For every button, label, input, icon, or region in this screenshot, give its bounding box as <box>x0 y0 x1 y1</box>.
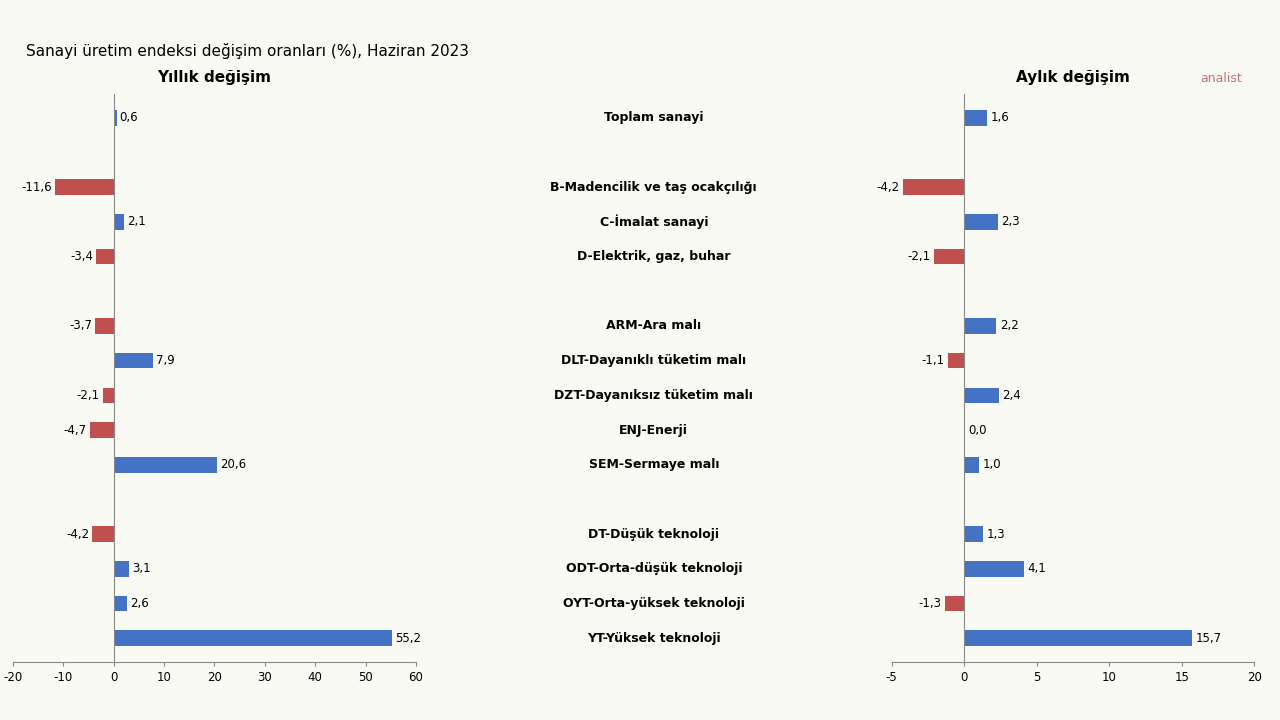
Text: 2,4: 2,4 <box>1002 389 1021 402</box>
Text: 7,9: 7,9 <box>156 354 175 367</box>
Text: ENJ-Enerji: ENJ-Enerji <box>620 423 689 436</box>
Bar <box>114 630 392 646</box>
Bar <box>114 561 129 577</box>
Text: -4,7: -4,7 <box>64 423 87 436</box>
Bar <box>964 630 1192 646</box>
Text: 3,1: 3,1 <box>132 562 151 575</box>
Bar <box>114 110 116 126</box>
Text: 20,6: 20,6 <box>220 458 247 471</box>
Bar <box>90 422 114 438</box>
Bar <box>964 457 979 472</box>
Bar <box>95 318 114 334</box>
Text: D-Elektrik, gaz, buhar: D-Elektrik, gaz, buhar <box>577 250 731 263</box>
Bar <box>948 353 964 369</box>
Bar <box>92 526 114 542</box>
Text: DT-Düşük teknoloji: DT-Düşük teknoloji <box>589 528 719 541</box>
Text: -3,4: -3,4 <box>70 250 93 263</box>
Text: 0,6: 0,6 <box>119 112 138 125</box>
Text: 15,7: 15,7 <box>1196 631 1221 644</box>
Text: ARM-Ara malı: ARM-Ara malı <box>607 320 701 333</box>
Title: Aylık değişim: Aylık değişim <box>1016 71 1130 86</box>
Bar <box>114 595 127 611</box>
Bar <box>114 214 124 230</box>
Bar <box>114 457 218 472</box>
Text: DLT-Dayanıklı tüketim malı: DLT-Dayanıklı tüketim malı <box>561 354 746 367</box>
Text: 1,6: 1,6 <box>991 112 1010 125</box>
Bar <box>55 179 114 195</box>
Text: -1,3: -1,3 <box>919 597 942 610</box>
Text: analist: analist <box>1199 72 1242 85</box>
Text: -3,7: -3,7 <box>69 320 92 333</box>
Text: Toplam sanayi: Toplam sanayi <box>604 112 704 125</box>
Bar <box>964 318 996 334</box>
Text: 2,2: 2,2 <box>1000 320 1019 333</box>
Text: C-İmalat sanayi: C-İmalat sanayi <box>599 215 708 229</box>
Bar <box>933 249 964 264</box>
Text: 2,6: 2,6 <box>129 597 148 610</box>
Text: YT-Yüksek teknoloji: YT-Yüksek teknoloji <box>588 631 721 644</box>
Bar <box>102 387 114 403</box>
Text: -2,1: -2,1 <box>908 250 931 263</box>
Text: Sanayi üretim endeksi değişim oranları (%), Haziran 2023: Sanayi üretim endeksi değişim oranları (… <box>26 43 468 59</box>
Text: -2,1: -2,1 <box>77 389 100 402</box>
Text: 1,3: 1,3 <box>987 528 1005 541</box>
Text: -11,6: -11,6 <box>22 181 52 194</box>
Bar <box>964 110 987 126</box>
Text: 1,0: 1,0 <box>982 458 1001 471</box>
Text: -1,1: -1,1 <box>922 354 945 367</box>
Bar <box>964 214 997 230</box>
Text: OYT-Orta-yüksek teknoloji: OYT-Orta-yüksek teknoloji <box>563 597 745 610</box>
Text: 2,3: 2,3 <box>1001 215 1020 228</box>
Bar <box>96 249 114 264</box>
Bar <box>904 179 964 195</box>
Bar <box>964 387 998 403</box>
Text: ODT-Orta-düşük teknoloji: ODT-Orta-düşük teknoloji <box>566 562 742 575</box>
Bar <box>114 353 154 369</box>
Bar <box>964 561 1024 577</box>
Title: Yıllık değişim: Yıllık değişim <box>157 71 271 86</box>
Text: -4,2: -4,2 <box>877 181 900 194</box>
Text: DZT-Dayanıksız tüketim malı: DZT-Dayanıksız tüketim malı <box>554 389 753 402</box>
Text: 55,2: 55,2 <box>394 631 421 644</box>
Text: -4,2: -4,2 <box>67 528 90 541</box>
Text: 2,1: 2,1 <box>127 215 146 228</box>
Text: B-Madencilik ve taş ocakçılığı: B-Madencilik ve taş ocakçılığı <box>550 181 756 194</box>
Bar <box>946 595 964 611</box>
Text: 4,1: 4,1 <box>1028 562 1046 575</box>
Text: 0,0: 0,0 <box>968 423 987 436</box>
Bar <box>964 526 983 542</box>
Text: SEM-Sermaye malı: SEM-Sermaye malı <box>589 458 719 471</box>
